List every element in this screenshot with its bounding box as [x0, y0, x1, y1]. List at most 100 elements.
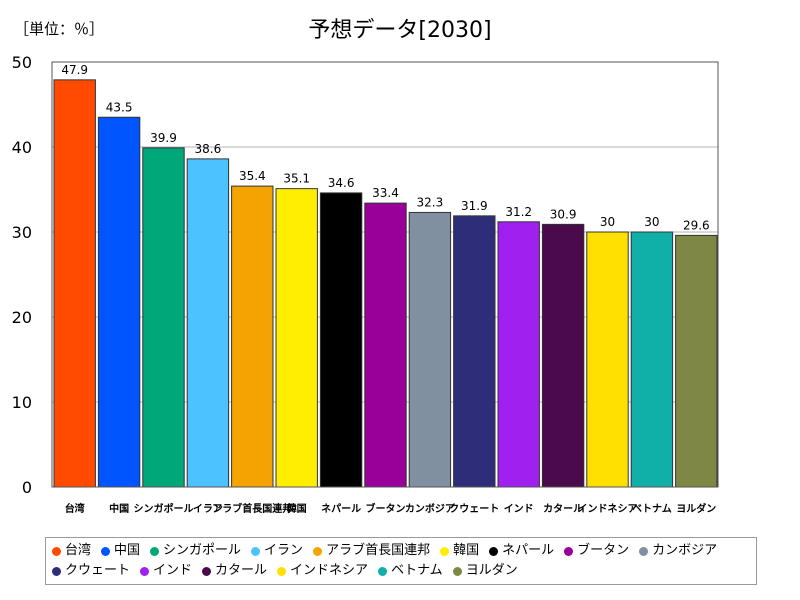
x-tick-label: クウェート — [449, 503, 499, 515]
legend-marker — [440, 546, 450, 556]
legend-marker — [378, 566, 388, 576]
legend-marker — [150, 546, 160, 556]
data-label: 30.9 — [550, 207, 577, 221]
x-tick-label: ベトナム — [632, 503, 672, 515]
legend-label: インドネシア — [290, 563, 369, 578]
legend-label: ヨルダン — [465, 563, 518, 578]
bar — [319, 192, 363, 488]
legend-item: ブータン — [564, 541, 629, 561]
x-tick-label: インド — [504, 503, 534, 515]
bar — [453, 215, 496, 488]
legend-marker — [52, 546, 61, 556]
data-label: 29.6 — [683, 218, 710, 232]
data-label: 30 — [600, 215, 615, 229]
bar — [186, 158, 230, 488]
legend-item: シンガポール — [150, 541, 241, 561]
legend-marker — [452, 566, 462, 576]
x-tick-label: ネパール — [321, 503, 361, 515]
data-label: 31.9 — [461, 199, 488, 213]
x-tick-label: カンボジア — [405, 502, 455, 515]
data-label: 39.9 — [150, 131, 177, 145]
data-label: 43.5 — [106, 100, 133, 114]
legend-label: カンボジア — [652, 543, 718, 558]
bar — [275, 188, 318, 488]
bar — [408, 211, 452, 488]
legend-label: 台湾 — [65, 543, 92, 558]
bar — [630, 231, 674, 488]
legend-item: カタール — [202, 561, 267, 581]
y-tick-label: 30 — [12, 223, 32, 242]
y-tick-label: 20 — [12, 308, 32, 327]
legend-marker — [313, 546, 323, 556]
bar — [142, 147, 185, 488]
data-label: 34.6 — [328, 176, 355, 190]
legend-item: インドネシア — [277, 561, 368, 581]
legend-label: シンガポール — [163, 543, 242, 558]
bars — [53, 79, 718, 488]
legend-marker — [202, 566, 212, 576]
data-label: 33.4 — [372, 186, 399, 200]
x-tick-label: ヨルダン — [676, 502, 716, 515]
legend-item: アラブ首長国連邦 — [313, 541, 430, 561]
y-tick-label: 0 — [22, 478, 32, 497]
legend-label: ベトナム — [391, 563, 443, 578]
legend-label: インド — [153, 563, 193, 578]
legend-item: カンボジア — [639, 541, 717, 561]
legend-label: ブータン — [577, 543, 630, 558]
data-label: 35.4 — [239, 169, 266, 183]
value-labels: 47.9 43.5 39.9 38.6 35.4 35.1 34.6 33.4 32.3 31.9… — [61, 63, 709, 233]
legend-marker — [564, 546, 574, 556]
x-tick-label: 台湾 — [65, 502, 85, 515]
legend-item: ネパール — [489, 541, 554, 561]
legend-item: イラン — [251, 541, 303, 561]
legend-label: ネパール — [502, 543, 555, 558]
x-tick-label: シンガポール — [134, 502, 194, 515]
legend: 台湾 中国 シンガポール イラン アラブ首長国連邦 韓国 ネパール ブータン カンボジアクウェー… — [45, 537, 757, 585]
legend-item: クウェート — [52, 561, 130, 581]
legend-marker — [52, 566, 61, 576]
legend-label: クウェート — [65, 563, 131, 578]
legend-marker — [251, 546, 261, 556]
bar — [675, 234, 718, 488]
data-label: 38.6 — [195, 142, 222, 156]
bar — [53, 79, 96, 488]
legend-marker — [101, 546, 111, 556]
data-label: 47.9 — [61, 63, 88, 77]
legend-marker — [277, 566, 287, 576]
x-tick-label: 中国 — [109, 502, 129, 515]
y-tick-label: 50 — [12, 53, 32, 72]
data-label: 31.2 — [505, 205, 532, 219]
data-label: 35.1 — [283, 172, 310, 186]
legend-marker — [489, 546, 499, 556]
legend-item: 韓国 — [440, 541, 479, 561]
bar — [364, 202, 407, 488]
x-tick-label: インドネシア — [578, 503, 638, 515]
legend-label: 中国 — [114, 543, 141, 558]
y-tick-label: 40 — [12, 138, 32, 157]
legend-label: アラブ首長国連邦 — [326, 543, 431, 558]
x-tick-label: イラン — [193, 503, 223, 515]
bar — [541, 223, 585, 488]
data-label: 30 — [644, 215, 659, 229]
x-tick-label: アラブ首長国連邦 — [212, 502, 292, 515]
chart-title: 予想データ[2030] — [308, 18, 492, 43]
legend-marker — [140, 566, 150, 576]
legend-label: イラン — [264, 543, 304, 558]
legend-label: カタール — [215, 563, 268, 578]
y-tick-labels: 0 10 20 30 40 50 — [12, 53, 32, 497]
x-tick-label: ブータン — [366, 502, 406, 515]
legend-label: 韓国 — [453, 543, 480, 558]
plot-frame — [51, 61, 719, 488]
bar — [231, 185, 274, 488]
data-label: 32.3 — [417, 195, 444, 209]
legend-item: ベトナム — [378, 561, 443, 581]
legend-item: 中国 — [101, 541, 140, 561]
bar — [586, 231, 629, 488]
legend-marker — [639, 546, 649, 556]
bar — [97, 116, 141, 488]
legend-item: 台湾 — [52, 541, 91, 561]
bar — [497, 221, 540, 488]
x-tick-label: 韓国 — [287, 502, 307, 515]
